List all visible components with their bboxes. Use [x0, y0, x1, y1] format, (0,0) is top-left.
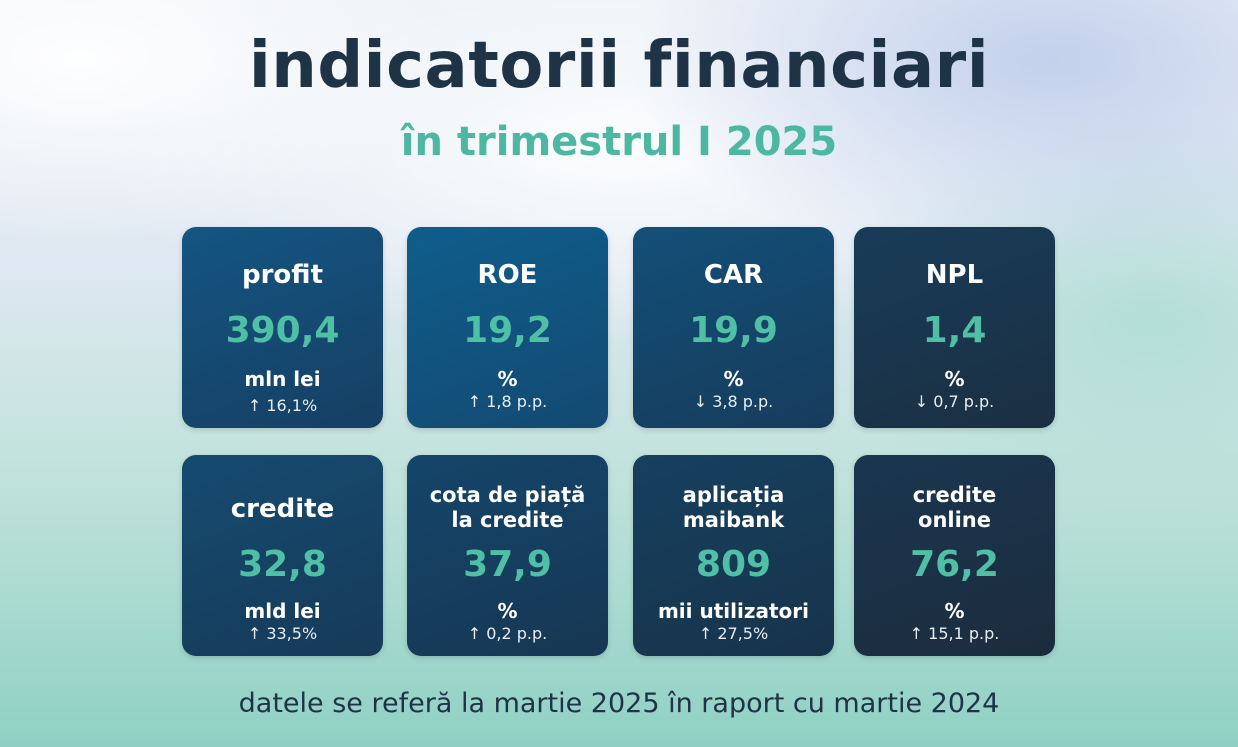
card-change: ↓ 3,8 p.p. [693, 392, 774, 411]
card-aplicatia-maibank: aplicația maibank 809 mii utilizatori ↑ … [633, 455, 834, 656]
card-change: ↑ 0,2 p.p. [467, 624, 548, 643]
card-change: ↑ 1,8 p.p. [467, 392, 548, 411]
card-unit: % [723, 367, 744, 391]
card-value: 19,9 [689, 310, 778, 351]
card-car: CAR 19,9 % ↓ 3,8 p.p. [633, 227, 834, 428]
card-change: ↑ 27,5% [698, 624, 769, 643]
card-value: 19,2 [463, 310, 552, 351]
indicators-grid: profit 390,4 mln lei ↑ 16,1% ROE 19,2 % … [182, 227, 1056, 657]
card-value: 809 [695, 544, 772, 585]
card-credite-online: credite online 76,2 % ↑ 15,1 p.p. [854, 455, 1055, 656]
card-label-line1: credite [912, 483, 997, 507]
card-roe: ROE 19,2 % ↑ 1,8 p.p. [407, 227, 608, 428]
card-label: NPL [925, 260, 984, 290]
card-label-line2: la credite [451, 508, 564, 532]
page-title: indicatorii financiari [248, 29, 990, 103]
card-value: 32,8 [238, 544, 327, 585]
card-change: ↓ 0,7 p.p. [914, 392, 995, 411]
card-credite: credite 32,8 mld lei ↑ 33,5% [182, 455, 383, 656]
card-label-line2: maibank [682, 508, 785, 532]
card-label-line1: aplicația [682, 483, 785, 507]
card-label-line1: cota de piață [429, 483, 586, 507]
card-unit: % [944, 599, 965, 623]
card-value: 37,9 [463, 544, 552, 585]
card-label: CAR [703, 260, 764, 290]
card-unit: % [944, 367, 965, 391]
card-label: profit [242, 260, 323, 290]
card-unit: mii utilizatori [657, 599, 810, 623]
card-unit: % [497, 367, 518, 391]
card-unit: mld lei [244, 599, 321, 623]
page-subtitle: în trimestrul I 2025 [400, 119, 838, 165]
card-value: 76,2 [910, 544, 999, 585]
card-value: 1,4 [922, 310, 987, 351]
footer-note: datele se referă la martie 2025 în rapor… [238, 688, 1000, 719]
card-change: ↑ 16,1% [247, 396, 318, 415]
card-npl: NPL 1,4 % ↓ 0,7 p.p. [854, 227, 1055, 428]
card-cota-de-piata: cota de piață la credite 37,9 % ↑ 0,2 p.… [407, 455, 608, 656]
card-change: ↑ 15,1 p.p. [909, 624, 1000, 643]
card-label: ROE [477, 260, 538, 290]
card-unit: % [497, 599, 518, 623]
card-value: 390,4 [225, 310, 340, 351]
card-profit: profit 390,4 mln lei ↑ 16,1% [182, 227, 383, 428]
card-label-line2: online [918, 508, 991, 532]
card-change: ↑ 33,5% [247, 624, 318, 643]
card-label: credite [230, 494, 335, 524]
card-unit: mln lei [244, 367, 321, 391]
